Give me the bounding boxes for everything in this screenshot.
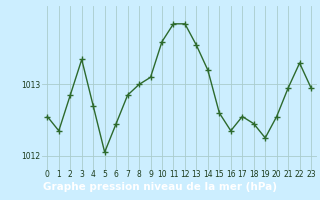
- Text: Graphe pression niveau de la mer (hPa): Graphe pression niveau de la mer (hPa): [43, 182, 277, 192]
